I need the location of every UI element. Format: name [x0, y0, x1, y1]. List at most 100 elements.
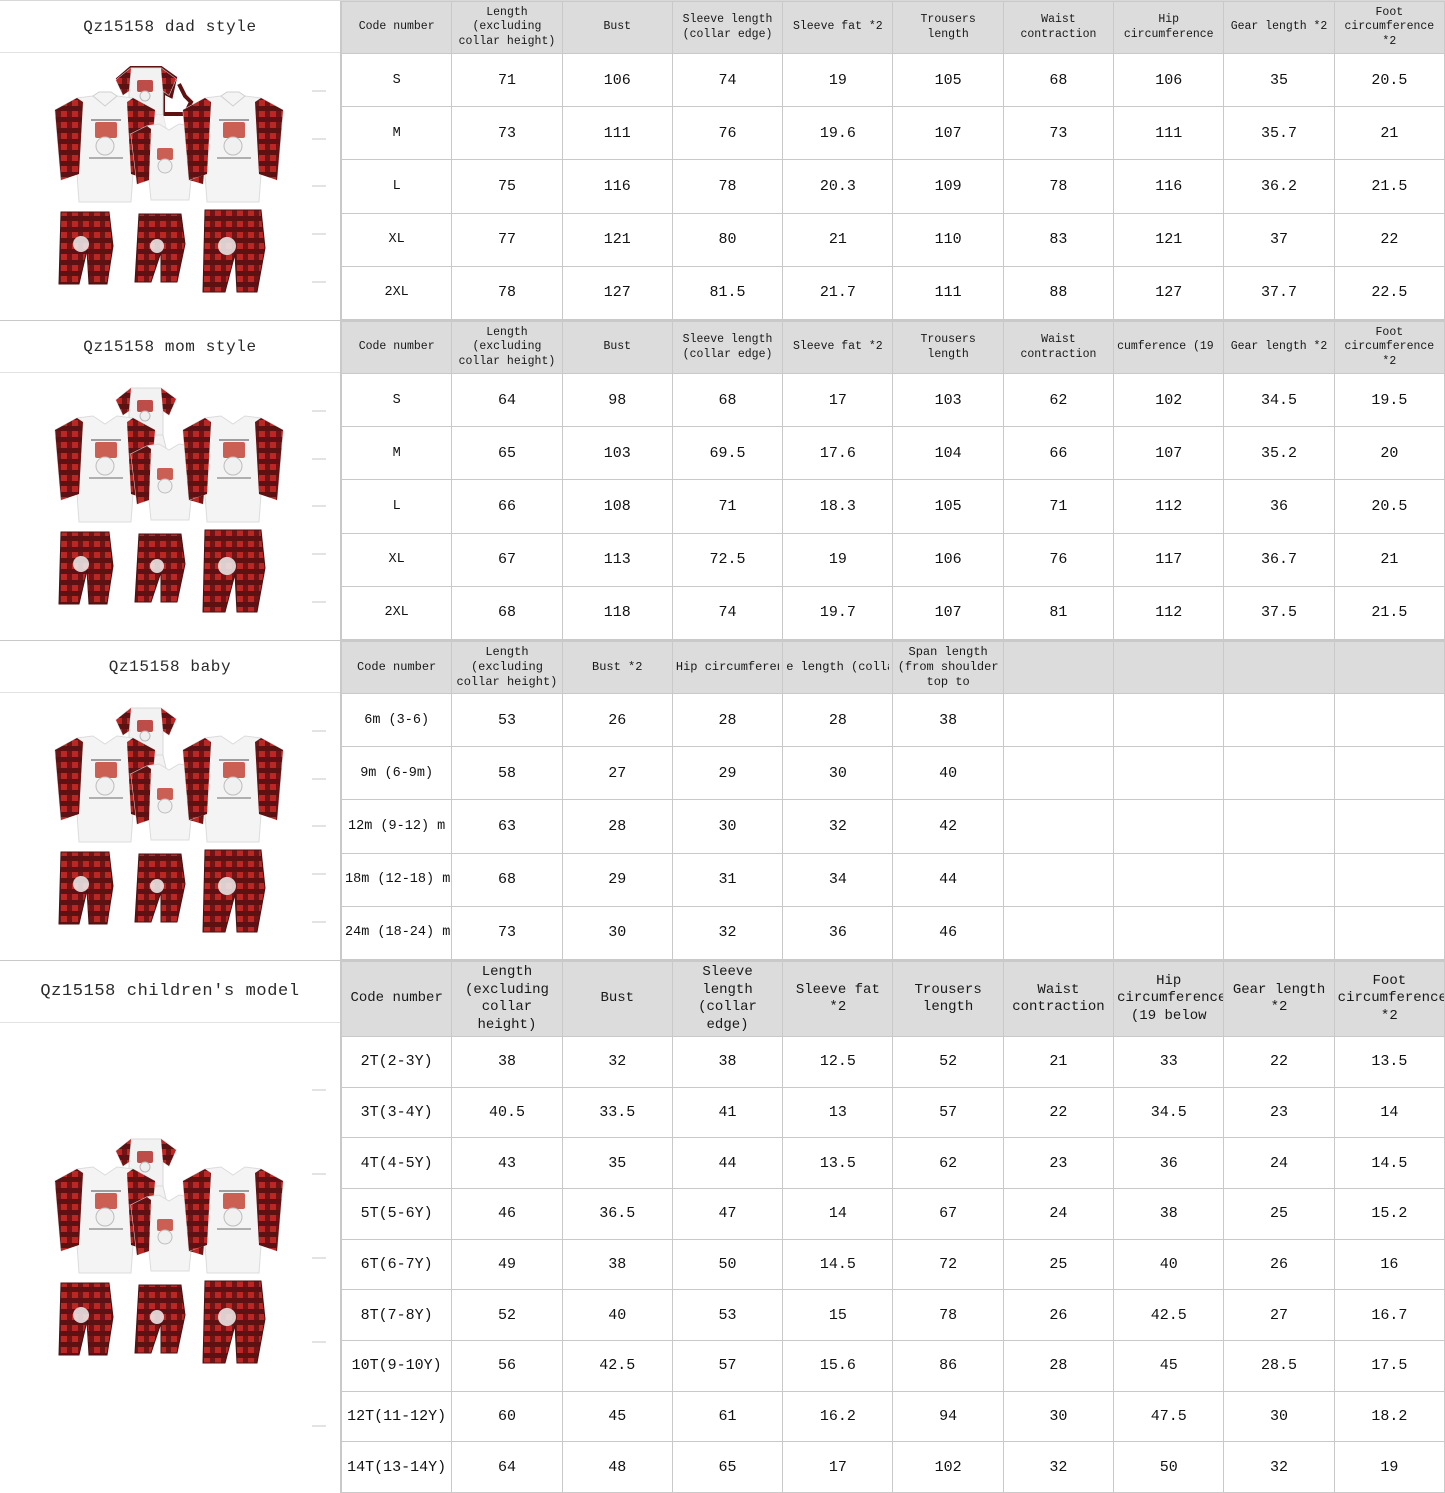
cell-sleeve-fat: 21.7: [782, 265, 894, 320]
cell-waist: 23: [1002, 1137, 1115, 1189]
cell-sleeve-length: 53: [671, 1289, 784, 1341]
section-baby: Qz15158 baby: [0, 641, 1445, 961]
col-sleeve-fat: Sleeve fat *2: [782, 1, 894, 54]
cell-hip: 45: [1113, 1339, 1225, 1392]
cell-sleeve-length: 72.5: [671, 532, 784, 587]
col-empty-2: [1113, 641, 1225, 694]
cell-bust: 38: [561, 1238, 673, 1291]
table-row: M 73 111 76 19.6 107 73 111 35.7 21: [340, 106, 1445, 161]
cell-span-length: 38: [892, 692, 1004, 748]
cell-gear-length: 24: [1223, 1137, 1335, 1189]
cell-length: 78: [451, 265, 563, 320]
col-waist-contraction: Waist contraction: [1002, 1, 1115, 54]
cell-hip: 127: [1113, 265, 1225, 320]
col-foot-circumference: Foot circumference *2: [1333, 321, 1445, 374]
cell-bust: 35: [561, 1137, 673, 1189]
cell-waist: 71: [1002, 479, 1115, 534]
cell-sleeve-fat: 14.5: [782, 1238, 894, 1291]
cell-length: 75: [451, 159, 563, 214]
cell-empty-3: [1223, 692, 1335, 748]
cell-trousers-length: 52: [892, 1036, 1004, 1088]
cell-code: S: [340, 372, 453, 428]
cell-hip: 34.5: [1113, 1086, 1225, 1139]
col-gear-length: Gear length *2: [1223, 1, 1335, 54]
cell-waist: 62: [1002, 372, 1115, 428]
cell-bust: 118: [561, 585, 673, 640]
cell-gear-length: 36.2: [1223, 159, 1335, 214]
cell-foot: 21.5: [1333, 159, 1445, 214]
cell-waist: 68: [1002, 52, 1115, 108]
cell-empty-4: [1333, 905, 1445, 960]
table-row: 18m (12-18) m 68 29 31 34 44: [340, 852, 1445, 907]
cell-empty-3: [1223, 905, 1335, 960]
adult-shirt-left: [54, 1166, 156, 1274]
cell-empty-2: [1113, 905, 1225, 960]
table-row: 8T(7-8Y) 52 40 53 15 78 26 42.5 27 16.7: [340, 1289, 1445, 1341]
cell-code: 12m (9-12) m: [340, 799, 453, 854]
table-pane-mom: Code number Length (excluding collar hei…: [340, 321, 1445, 640]
cell-hip: 30: [671, 799, 784, 854]
cell-gear-length: 37.5: [1223, 585, 1335, 640]
col-code-number: Code number: [340, 961, 453, 1037]
cell-trousers-length: 78: [892, 1289, 1004, 1341]
cell-span-length: 44: [892, 852, 1004, 907]
adult-shirt-right: [182, 91, 284, 202]
adult-shirt-right: [182, 414, 284, 522]
cell-gear-length: 25: [1223, 1187, 1335, 1240]
table-row: XL 67 113 72.5 19 106 76 117 36.7 21: [340, 532, 1445, 587]
cell-sleeve-length: 61: [671, 1390, 784, 1443]
cell-sleeve-fat: 18.3: [782, 479, 894, 534]
cell-sleeve-length: 57: [671, 1339, 784, 1392]
section-title-baby: Qz15158 baby: [0, 641, 340, 693]
cell-sleeve-fat: 17: [782, 1441, 894, 1493]
cell-sleeve-length: 74: [671, 585, 784, 640]
col-length: Length (excluding collar height): [451, 1, 563, 54]
cell-waist: 76: [1002, 532, 1115, 587]
cell-code: L: [340, 479, 453, 534]
cell-length: 46: [451, 1187, 563, 1240]
cell-gear-length: 30: [1223, 1390, 1335, 1443]
cell-code: M: [340, 106, 453, 161]
cell-gear-length: 37.7: [1223, 265, 1335, 320]
cell-foot: 19.5: [1333, 372, 1445, 428]
cell-code: 8T(7-8Y): [340, 1289, 453, 1341]
section-title-children: Qz15158 children's model: [0, 961, 340, 1023]
cell-bust: 121: [561, 212, 673, 267]
cell-waist: 21: [1002, 1036, 1115, 1088]
cell-waist: 78: [1002, 159, 1115, 214]
cell-hip: 47.5: [1113, 1390, 1225, 1443]
pajama-set-illustration: [45, 702, 295, 952]
cell-empty-3: [1223, 799, 1335, 854]
cell-span-length: 46: [892, 905, 1004, 960]
cell-bust: 36.5: [561, 1187, 673, 1240]
cell-gear-length: 27: [1223, 1289, 1335, 1341]
cell-code: 4T(4-5Y): [340, 1137, 453, 1189]
col-span-length: Span length (from shoulder top to: [892, 641, 1004, 694]
cell-sleeve-length: 78: [671, 159, 784, 214]
cell-sleeve-fat: 20.3: [782, 159, 894, 214]
col-sleeve-fat: Sleeve fat *2: [782, 321, 894, 374]
cell-hip: 40: [1113, 1238, 1225, 1291]
cell-foot: 14.5: [1333, 1137, 1445, 1189]
edge-tick-marks: [312, 730, 334, 923]
cell-waist: 73: [1002, 106, 1115, 161]
cell-code: M: [340, 426, 453, 481]
col-sleeve-length: Sleeve length (collar edge): [671, 961, 784, 1037]
table-row: 9m (6-9m) 58 27 29 30 40: [340, 746, 1445, 801]
cell-hip: 32: [671, 905, 784, 960]
plaid-pants-group: [58, 1280, 266, 1364]
cell-gear-length: 35.2: [1223, 426, 1335, 481]
cell-trousers-length: 107: [892, 106, 1004, 161]
cell-trousers-length: 86: [892, 1339, 1004, 1392]
cell-waist: 32: [1002, 1441, 1115, 1493]
cell-code: L: [340, 159, 453, 214]
col-code-number: Code number: [340, 321, 453, 374]
cell-waist: 88: [1002, 265, 1115, 320]
cell-hip: 36: [1113, 1137, 1225, 1189]
cell-sleeve-fat: 19: [782, 52, 894, 108]
cell-sleeve-length: 80: [671, 212, 784, 267]
cell-sleeve-fat: 19: [782, 532, 894, 587]
col-foot-circumference: Foot circumference *2: [1333, 961, 1445, 1037]
cell-bust: 127: [561, 265, 673, 320]
cell-hip: 112: [1113, 479, 1225, 534]
